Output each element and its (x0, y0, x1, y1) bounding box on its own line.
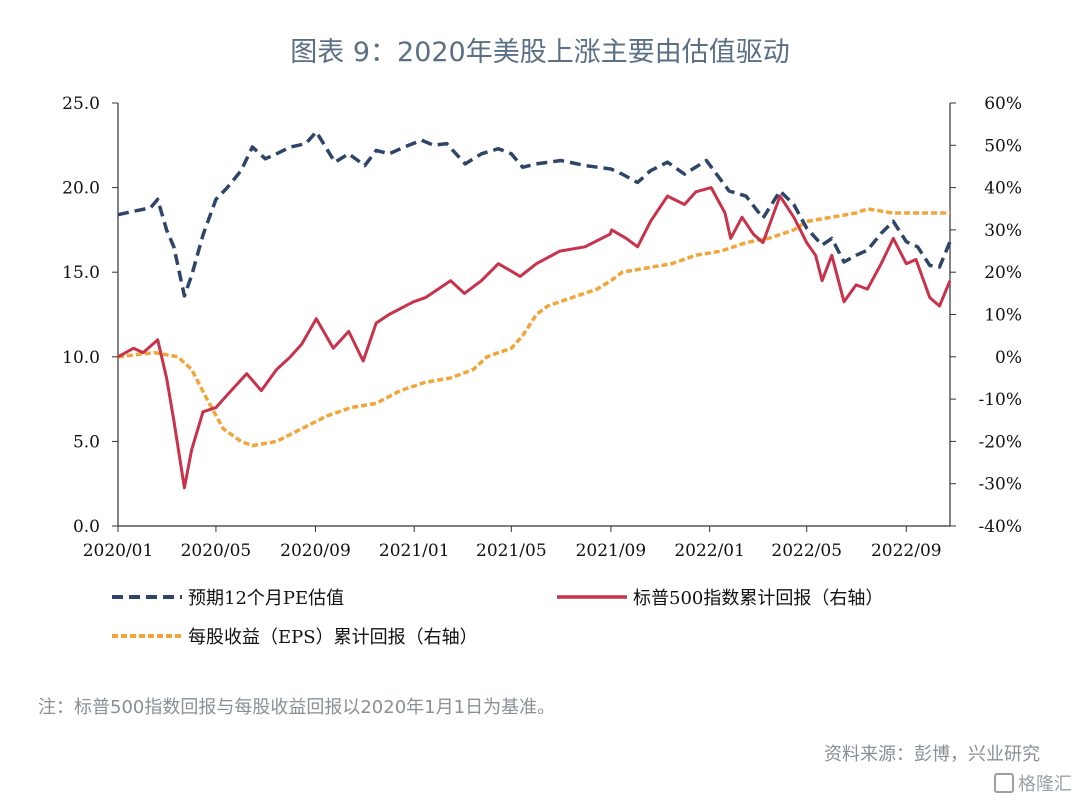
right-tick-label: 0% (995, 348, 1022, 368)
right-tick-label: 10% (984, 306, 1022, 326)
series-line-1 (117, 186, 952, 490)
watermark-logo-icon (994, 773, 1014, 793)
series-line-0 (117, 130, 952, 298)
right-tick-label: -20% (978, 432, 1022, 452)
x-tick-label: 2021/01 (379, 541, 450, 561)
chart-series-lines (117, 130, 952, 490)
chart-footnote: 注：标普500指数回报与每股收益回报以2020年1月1日为基准。 (38, 697, 556, 718)
x-tick-label: 2020/01 (83, 541, 154, 561)
left-tick-label: 15.0 (62, 263, 100, 283)
left-tick-label: 20.0 (62, 179, 100, 199)
legend-label-2: 每股收益（EPS）累计回报（右轴） (188, 627, 478, 648)
legend-label-1: 标普500指数累计回报（右轴） (633, 588, 883, 609)
x-tick-label: 2020/05 (181, 541, 252, 561)
right-tick-label: -30% (978, 475, 1022, 495)
x-tick-label: 2022/01 (674, 541, 745, 561)
chart-legend: 预期12个月PE估值 标普500指数累计回报（右轴） 每股收益（EPS）累计回报（右… (112, 588, 883, 648)
x-tick-label: 2022/09 (871, 541, 942, 561)
right-tick-label: -10% (978, 390, 1022, 410)
legend-label-0: 预期12个月PE估值 (188, 588, 344, 609)
x-tick-label: 2021/09 (576, 541, 647, 561)
right-tick-label: 60% (984, 94, 1022, 114)
x-tick-label: 2022/05 (771, 541, 842, 561)
right-tick-label: 40% (984, 179, 1022, 199)
left-tick-label: 10.0 (62, 348, 100, 368)
left-tick-label: 0.0 (73, 517, 100, 537)
right-tick-label: 20% (984, 263, 1022, 283)
x-tick-label: 2021/05 (476, 541, 547, 561)
right-tick-label: -40% (978, 517, 1022, 537)
chart-axes: 0.0 5.0 10.0 15.0 20.0 25.0 -40% -30% -20% -10% 0%… (62, 94, 1022, 561)
watermark-text: 格隆汇 (1018, 774, 1072, 795)
right-tick-label: 30% (984, 221, 1022, 241)
right-tick-label: 50% (984, 136, 1022, 156)
data-source: 资料来源：彭博，兴业研究 (824, 744, 1040, 765)
left-tick-label: 25.0 (62, 94, 100, 114)
left-tick-label: 5.0 (73, 432, 100, 452)
series-line-2 (117, 207, 950, 448)
x-tick-label: 2020/09 (280, 541, 351, 561)
watermark: 格隆汇 (994, 770, 1072, 796)
chart-title: 图表 9：2020年美股上涨主要由估值驱动 (290, 37, 790, 68)
